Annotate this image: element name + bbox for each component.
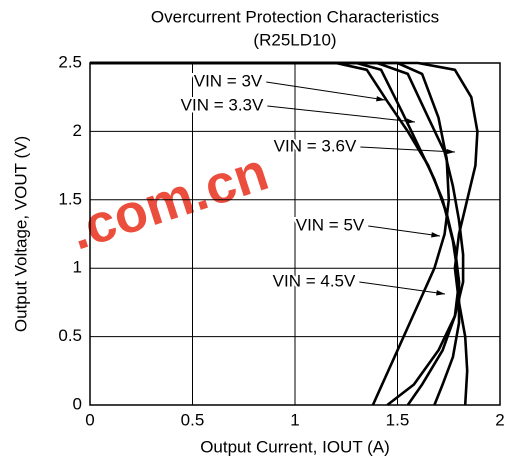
legend-arrowhead	[431, 232, 440, 238]
legend-arrowhead	[436, 290, 445, 296]
x-tick-label: 1	[290, 410, 299, 429]
line	[90, 61, 451, 406]
y-axis-label: Output Voltage, VOUT (V)	[11, 136, 30, 332]
x-tick-label: 1.5	[386, 410, 410, 429]
legend-arrow	[360, 146, 456, 153]
x-axis-label: Output Current, IOUT (A)	[200, 437, 390, 456]
legend-arrow	[359, 281, 446, 295]
legend-arrow	[368, 225, 441, 237]
legend-label: VIN = 3.6V	[274, 136, 357, 155]
x-tick-label: 0.5	[181, 410, 205, 429]
chart-subtitle: (R25LD10)	[253, 30, 336, 49]
legend-label: VIN = 3V	[194, 71, 263, 90]
chart-title: Overcurrent Protection Characteristics	[151, 7, 439, 26]
line	[90, 61, 465, 407]
legend-label: VIN = 5V	[296, 215, 365, 234]
x-tick-label: 2	[495, 410, 504, 429]
y-tick-label: 0.5	[58, 326, 82, 345]
legend-arrowhead	[446, 148, 455, 155]
legend-arrowhead	[376, 96, 385, 102]
y-tick-label: 1.5	[58, 189, 82, 208]
watermark: .com.cn	[63, 141, 276, 261]
y-tick-label: 1	[73, 258, 82, 277]
legend-label: VIN = 3.3V	[181, 95, 264, 114]
y-tick-label: 0	[73, 394, 82, 413]
y-tick-label: 2.5	[58, 52, 82, 71]
legend-label: VIN = 4.5V	[273, 271, 356, 290]
legend-arrowhead	[406, 118, 415, 124]
x-tick-label: 0	[85, 410, 94, 429]
legend-arrow	[267, 105, 416, 123]
legend-arrow	[266, 81, 386, 101]
line	[90, 61, 479, 406]
y-tick-label: 2	[73, 121, 82, 140]
